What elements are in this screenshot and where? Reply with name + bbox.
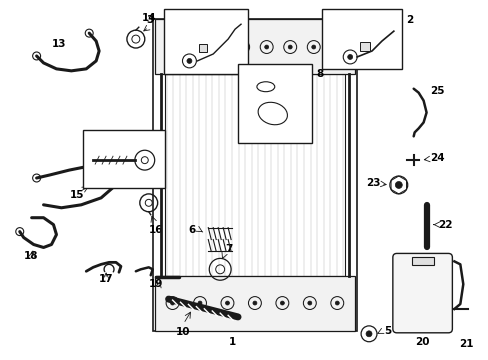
Bar [411, 257, 433, 265]
FancyBboxPatch shape [392, 253, 451, 333]
Circle shape [198, 301, 202, 305]
Text: 4: 4 [169, 57, 175, 66]
Text: 23: 23 [366, 178, 380, 188]
Text: 21: 21 [458, 339, 472, 349]
Text: 7: 7 [224, 244, 232, 255]
Text: 8: 8 [316, 69, 323, 79]
Text: 14: 14 [141, 13, 156, 23]
Text: 11: 11 [84, 134, 99, 144]
Text: 10: 10 [175, 327, 190, 337]
Circle shape [366, 331, 371, 337]
Bar [83, 130, 164, 188]
Circle shape [170, 45, 174, 49]
Text: 2: 2 [405, 15, 412, 25]
Circle shape [347, 54, 352, 59]
Bar [199, 44, 207, 52]
Circle shape [225, 301, 229, 305]
Circle shape [280, 301, 284, 305]
Text: 25: 25 [429, 86, 444, 96]
Bar [152, 19, 356, 331]
Bar [359, 42, 369, 51]
Text: 22: 22 [438, 220, 452, 230]
Circle shape [252, 301, 256, 305]
Text: 3: 3 [146, 15, 153, 25]
Circle shape [217, 45, 221, 49]
Bar [154, 276, 354, 331]
Bar [164, 74, 345, 276]
Text: 20: 20 [414, 337, 429, 347]
Circle shape [264, 45, 268, 49]
Text: 18: 18 [24, 251, 38, 261]
Text: 9: 9 [301, 84, 307, 93]
Circle shape [394, 181, 402, 188]
Circle shape [335, 301, 339, 305]
Text: 24: 24 [429, 153, 444, 163]
Circle shape [307, 301, 311, 305]
Circle shape [287, 45, 292, 49]
Text: 15: 15 [69, 190, 83, 200]
Bar [238, 64, 312, 143]
Circle shape [311, 45, 315, 49]
Text: 12: 12 [145, 173, 160, 183]
Bar [154, 19, 354, 74]
Circle shape [186, 58, 191, 63]
Bar [322, 9, 401, 69]
Circle shape [335, 45, 339, 49]
Circle shape [194, 45, 198, 49]
Text: 6: 6 [188, 225, 195, 235]
Text: 19: 19 [148, 279, 163, 289]
Text: 4: 4 [326, 54, 332, 63]
Text: 17: 17 [99, 274, 113, 284]
Bar [163, 9, 247, 74]
Text: 13: 13 [51, 39, 66, 49]
Text: 16: 16 [148, 225, 163, 235]
Circle shape [241, 45, 244, 49]
Circle shape [170, 301, 174, 305]
Text: 5: 5 [383, 326, 390, 336]
Text: 1: 1 [228, 337, 235, 347]
